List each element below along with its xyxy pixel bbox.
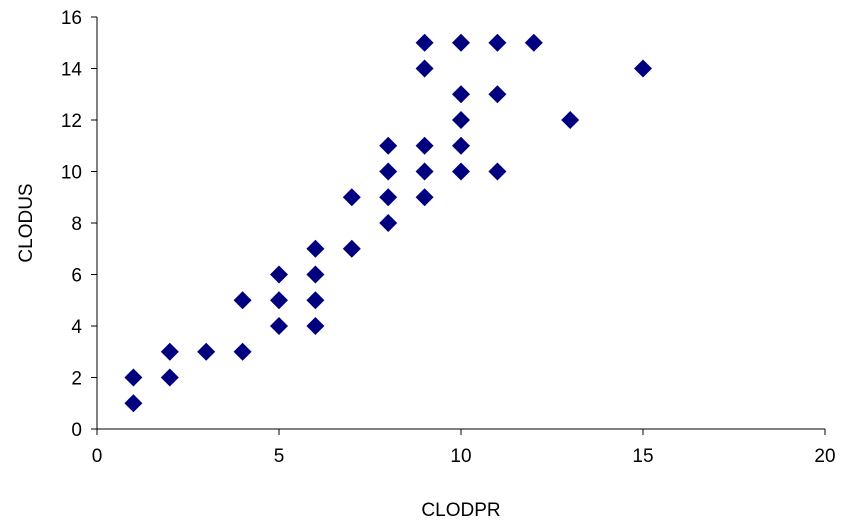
data-point xyxy=(233,291,252,310)
data-point xyxy=(270,317,288,335)
data-point xyxy=(415,162,434,181)
data-point xyxy=(452,111,470,129)
data-point xyxy=(379,162,398,181)
data-point xyxy=(415,136,434,155)
x-tick-label: 10 xyxy=(450,446,471,467)
data-point xyxy=(452,33,470,52)
data-point xyxy=(124,394,143,413)
data-point xyxy=(160,368,179,387)
data-point xyxy=(634,59,652,78)
x-axis-title: CLODPR xyxy=(421,500,500,521)
data-point xyxy=(488,33,507,52)
data-point xyxy=(379,214,398,232)
y-tick-label: 12 xyxy=(61,111,82,132)
data-point xyxy=(415,59,434,78)
data-point xyxy=(379,136,398,155)
data-point xyxy=(306,239,325,258)
data-point xyxy=(488,162,507,181)
data-point xyxy=(160,342,179,361)
y-ticks: 0 2 4 6 8 10 12 14 16 xyxy=(61,8,97,441)
data-point xyxy=(306,265,325,284)
data-point xyxy=(415,188,434,207)
data-points xyxy=(124,33,652,413)
y-tick-label: 10 xyxy=(61,163,82,184)
data-point xyxy=(452,85,470,104)
y-tick-label: 14 xyxy=(61,60,83,81)
data-point xyxy=(524,33,543,52)
x-tick-label: 20 xyxy=(814,446,835,467)
y-tick-label: 16 xyxy=(61,8,82,29)
data-point xyxy=(306,291,325,310)
data-point xyxy=(197,342,216,361)
y-tick-label: 2 xyxy=(71,369,82,390)
y-tick-label: 4 xyxy=(71,317,82,338)
y-axis-title: CLODUS xyxy=(16,183,37,262)
data-point xyxy=(342,239,361,258)
data-point xyxy=(561,111,580,129)
data-point xyxy=(270,291,288,310)
y-tick-label: 6 xyxy=(71,266,82,287)
axes xyxy=(96,17,825,430)
y-tick-label: 0 xyxy=(71,420,82,441)
data-point xyxy=(270,265,288,284)
data-point xyxy=(124,368,143,387)
y-tick-label: 8 xyxy=(71,214,82,235)
x-tick-label: 5 xyxy=(274,446,285,467)
data-point xyxy=(488,85,507,104)
data-point xyxy=(415,33,434,52)
data-point xyxy=(452,162,470,181)
x-ticks: 0 5 10 15 20 xyxy=(92,429,836,467)
data-point xyxy=(342,188,361,207)
data-point xyxy=(306,317,325,335)
data-point xyxy=(379,188,398,207)
x-tick-label: 0 xyxy=(92,446,103,467)
x-tick-label: 15 xyxy=(632,446,653,467)
data-point xyxy=(452,136,470,155)
data-point xyxy=(233,342,252,361)
